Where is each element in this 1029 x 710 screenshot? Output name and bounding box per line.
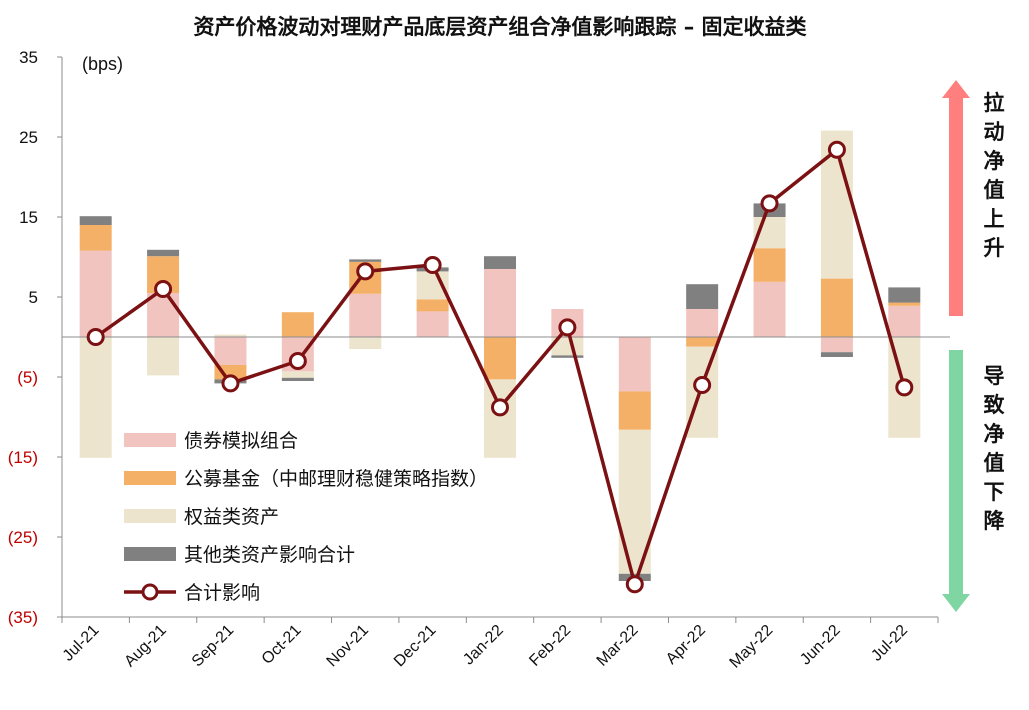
x-tick-label: Jun-22 <box>797 622 844 669</box>
y-tick-label: (25) <box>8 528 38 547</box>
bar-segment <box>416 311 449 337</box>
axes <box>57 56 950 623</box>
bar-segment <box>281 371 314 378</box>
bar-segment <box>820 278 853 337</box>
total-point <box>895 378 914 397</box>
legend-label: 合计影响 <box>184 582 260 604</box>
legend-label: 债券模拟组合 <box>184 430 298 452</box>
y-tick-label: (15) <box>8 448 38 467</box>
legend-label: 其他类资产影响合计 <box>184 544 355 566</box>
total-line <box>86 140 914 594</box>
up-arrow <box>942 80 970 316</box>
bar-segment <box>820 352 853 357</box>
total-point <box>288 352 307 370</box>
x-axis: Jul-21 Aug-21 Sep-21 Oct-21 Nov-21 Dec-21 Jan-… <box>60 622 912 672</box>
total-point <box>221 374 240 393</box>
bar-segment <box>888 287 921 303</box>
total-point <box>86 328 105 346</box>
total-point <box>625 575 644 594</box>
up-label: 拉动净值上升 <box>984 91 1005 260</box>
x-tick-label: Apr-22 <box>663 622 709 668</box>
total-point <box>558 318 577 337</box>
legend-marker <box>141 583 159 601</box>
down-arrow <box>942 350 970 612</box>
bar-segment <box>618 391 651 430</box>
total-point <box>154 280 173 298</box>
total-point <box>356 262 375 281</box>
y-tick-label: (35) <box>8 608 38 627</box>
bar-segment <box>416 299 449 312</box>
total-point <box>491 398 509 417</box>
bar-segment <box>281 312 314 337</box>
bar-segment <box>618 337 651 392</box>
bar-segment <box>281 377 314 381</box>
bar-segment <box>79 216 112 225</box>
y-axis-unit: (bps) <box>82 54 123 74</box>
x-tick-label: Nov-21 <box>324 622 373 671</box>
bar-segment <box>79 225 112 251</box>
total-point <box>827 140 846 159</box>
bar-segment <box>147 249 180 257</box>
total-point <box>693 376 712 394</box>
chart-title: 资产价格波动对理财产品底层资产组合净值影响跟踪 – 固定收益类 <box>193 15 807 39</box>
bar-segment <box>686 337 719 347</box>
legend-swatch <box>124 433 176 447</box>
y-axis: 35 25 15 5 (5) (15) (25) (35) <box>8 48 38 627</box>
bar-segment <box>686 309 719 337</box>
bar-segment <box>888 302 921 306</box>
bar-segment <box>349 337 382 349</box>
bar-segment <box>484 337 516 380</box>
x-tick-label: Jul-22 <box>868 622 911 665</box>
bar-segment <box>79 337 112 458</box>
bar-segment <box>551 355 584 358</box>
bar-segment <box>753 248 786 282</box>
x-tick-label: May-22 <box>727 622 777 672</box>
x-tick-label: Jul-21 <box>60 622 103 665</box>
legend-swatch <box>124 547 176 561</box>
x-tick-label: Sep-21 <box>189 622 238 671</box>
total-point <box>760 194 779 213</box>
x-tick-label: Feb-22 <box>526 622 574 670</box>
legend-swatch <box>124 509 176 523</box>
bar-segment <box>484 269 516 337</box>
bars <box>79 130 921 581</box>
y-tick-label: 25 <box>19 128 38 147</box>
bar-segment <box>147 337 180 376</box>
bar-segment <box>686 284 719 309</box>
legend-swatch <box>124 471 176 485</box>
y-tick-label: 5 <box>29 288 38 307</box>
bar-segment <box>484 256 516 269</box>
down-label: 导致净值下降 <box>984 364 1006 533</box>
x-tick-label: Oct-21 <box>259 622 305 668</box>
x-tick-label: Mar-22 <box>594 622 642 670</box>
x-tick-label: Dec-21 <box>391 622 440 671</box>
y-tick-label: (5) <box>17 368 38 387</box>
bar-segment <box>349 293 382 337</box>
legend-label: 公募基金（中邮理财稳健策略指数） <box>184 468 488 490</box>
bar-segment <box>820 337 853 353</box>
y-tick-label: 15 <box>19 208 38 227</box>
bar-segment <box>753 281 786 337</box>
bar-segment <box>79 250 112 337</box>
bar-segment <box>214 337 247 365</box>
x-tick-label: Jan-22 <box>460 622 507 669</box>
bar-segment <box>484 379 516 458</box>
legend-label: 权益类资产 <box>184 506 279 528</box>
bar-segment <box>147 293 180 337</box>
x-tick-label: Aug-21 <box>121 622 170 671</box>
total-point <box>423 256 442 274</box>
bar-segment <box>214 365 247 380</box>
bar-segment <box>349 259 382 262</box>
bar-segment <box>888 305 921 337</box>
bar-segment <box>214 334 247 337</box>
y-tick-label: 35 <box>19 48 38 67</box>
